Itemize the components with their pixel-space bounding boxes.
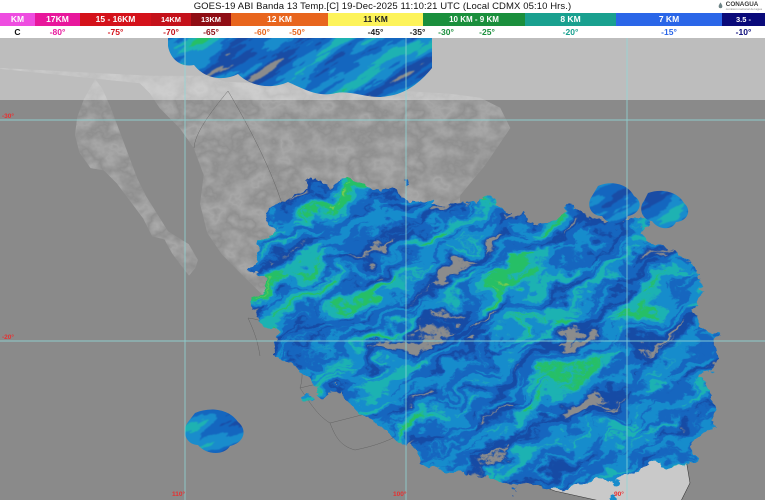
svg-text:100°: 100° (393, 490, 407, 498)
svg-text:110°: 110° (172, 490, 185, 498)
svg-text:-20°: -20° (2, 333, 14, 341)
svg-text:90°: 90° (614, 490, 624, 498)
svg-text:-30°: -30° (2, 112, 14, 120)
